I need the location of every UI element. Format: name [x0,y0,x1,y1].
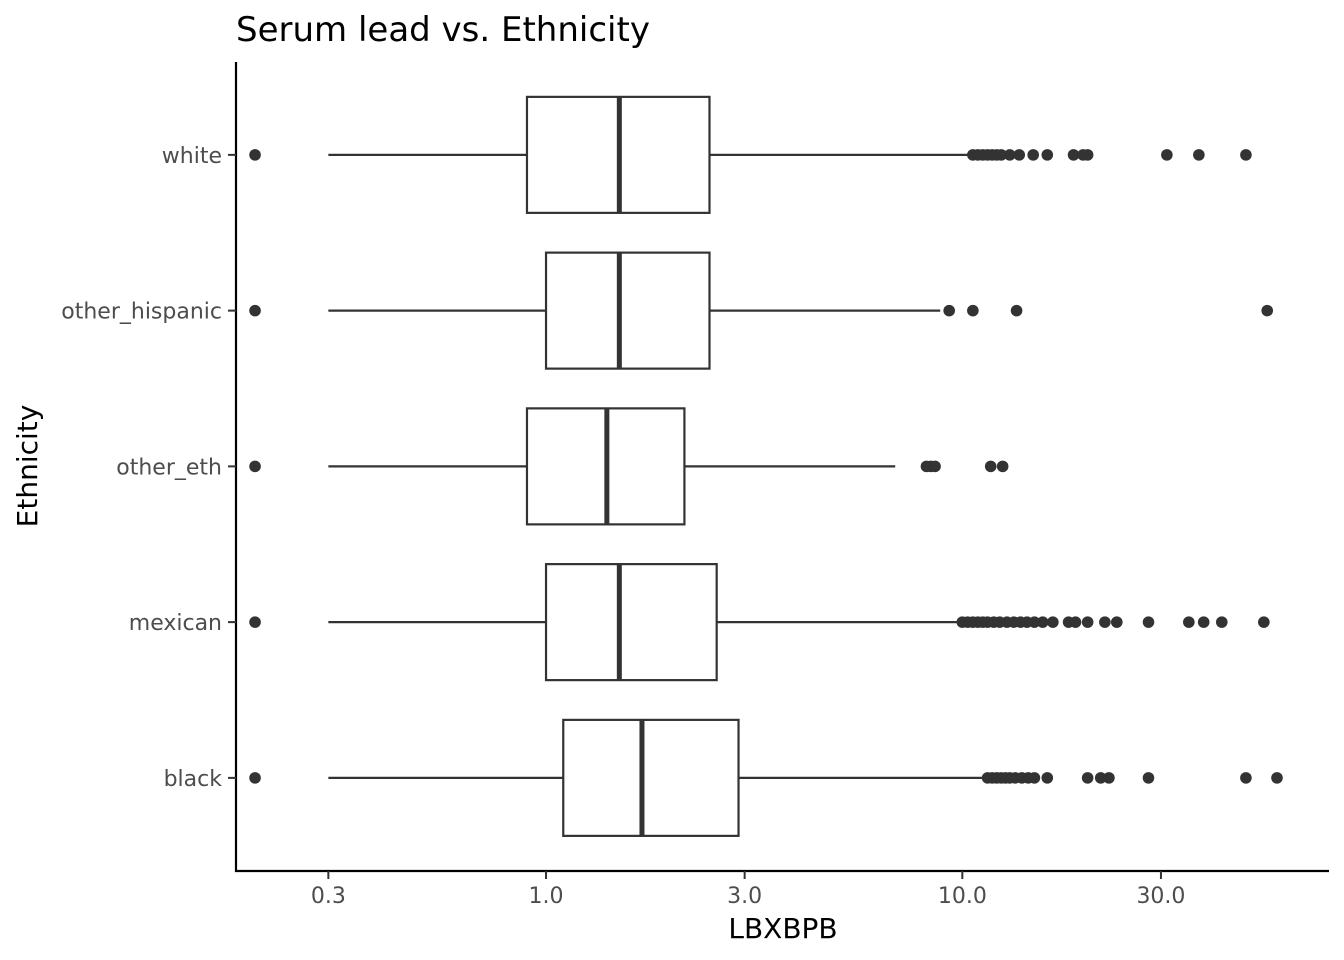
outlier-point-black [1029,772,1041,784]
x-tick-label-0.3: 0.3 [311,884,346,909]
outlier-point-mexican [1111,616,1123,628]
y-tick-label-black: black [164,767,223,792]
box-group-other_hispanic [249,253,1273,369]
outlier-point-mexican [249,616,261,628]
x-axis-ticks: 0.3 1.0 3.0 10.0 30.0 [311,871,1186,909]
y-tick-label-white: white [162,144,222,169]
outlier-point-mexican [1183,616,1195,628]
outlier-point-other_hispanic [249,305,261,317]
outlier-point-other_hispanic [967,305,979,317]
y-axis-title: Ethnicity [11,405,44,528]
y-tick-label-other_hispanic: other_hispanic [61,300,222,325]
box-black [563,720,738,836]
outlier-point-white [1193,149,1205,161]
outlier-point-mexican [1037,616,1049,628]
box-group-black [249,720,1283,836]
x-tick-label-3.0: 3.0 [727,884,762,909]
outlier-point-other_eth [249,461,261,473]
outlier-point-mexican [1216,616,1228,628]
outlier-point-mexican [1070,616,1082,628]
y-tick-label-mexican: mexican [129,611,222,636]
outlier-point-white [1082,149,1094,161]
box-other_hispanic [546,253,709,369]
outlier-point-black [1271,772,1283,784]
x-tick-label-1.0: 1.0 [529,884,564,909]
outlier-point-other_hispanic [943,305,955,317]
outlier-point-mexican [1099,616,1111,628]
box-group-other_eth [249,408,1008,524]
box-group-mexican [249,564,1269,680]
outlier-point-mexican [1143,616,1155,628]
x-tick-label-30.0: 30.0 [1136,884,1185,909]
outlier-point-black [1143,772,1155,784]
box-group-white [249,97,1251,213]
outlier-point-white [1027,149,1039,161]
outlier-point-mexican [1198,616,1210,628]
outlier-point-other_eth [929,461,941,473]
outlier-point-white [1041,149,1053,161]
outlier-point-mexican [1047,616,1059,628]
outlier-point-black [1041,772,1053,784]
outlier-point-black [249,772,261,784]
outlier-point-white [1240,149,1252,161]
outlier-point-other_eth [985,461,997,473]
outlier-point-other_hispanic [1011,305,1023,317]
outlier-point-other_hispanic [1261,305,1273,317]
outlier-point-white [1013,149,1025,161]
outlier-point-black [1240,772,1252,784]
y-tick-label-other_eth: other_eth [116,455,222,480]
chart-title: Serum lead vs. Ethnicity [236,10,650,50]
x-tick-label-10.0: 10.0 [938,884,987,909]
outlier-point-black [1103,772,1115,784]
x-axis-title: LBXBPB [728,912,837,945]
outlier-point-mexican [1258,616,1270,628]
outlier-point-mexican [1082,616,1094,628]
outlier-point-white [249,149,261,161]
outlier-point-white [1161,149,1173,161]
outlier-point-black [1082,772,1094,784]
plot-area [249,97,1283,836]
outlier-point-other_eth [997,461,1009,473]
box-mexican [546,564,717,680]
